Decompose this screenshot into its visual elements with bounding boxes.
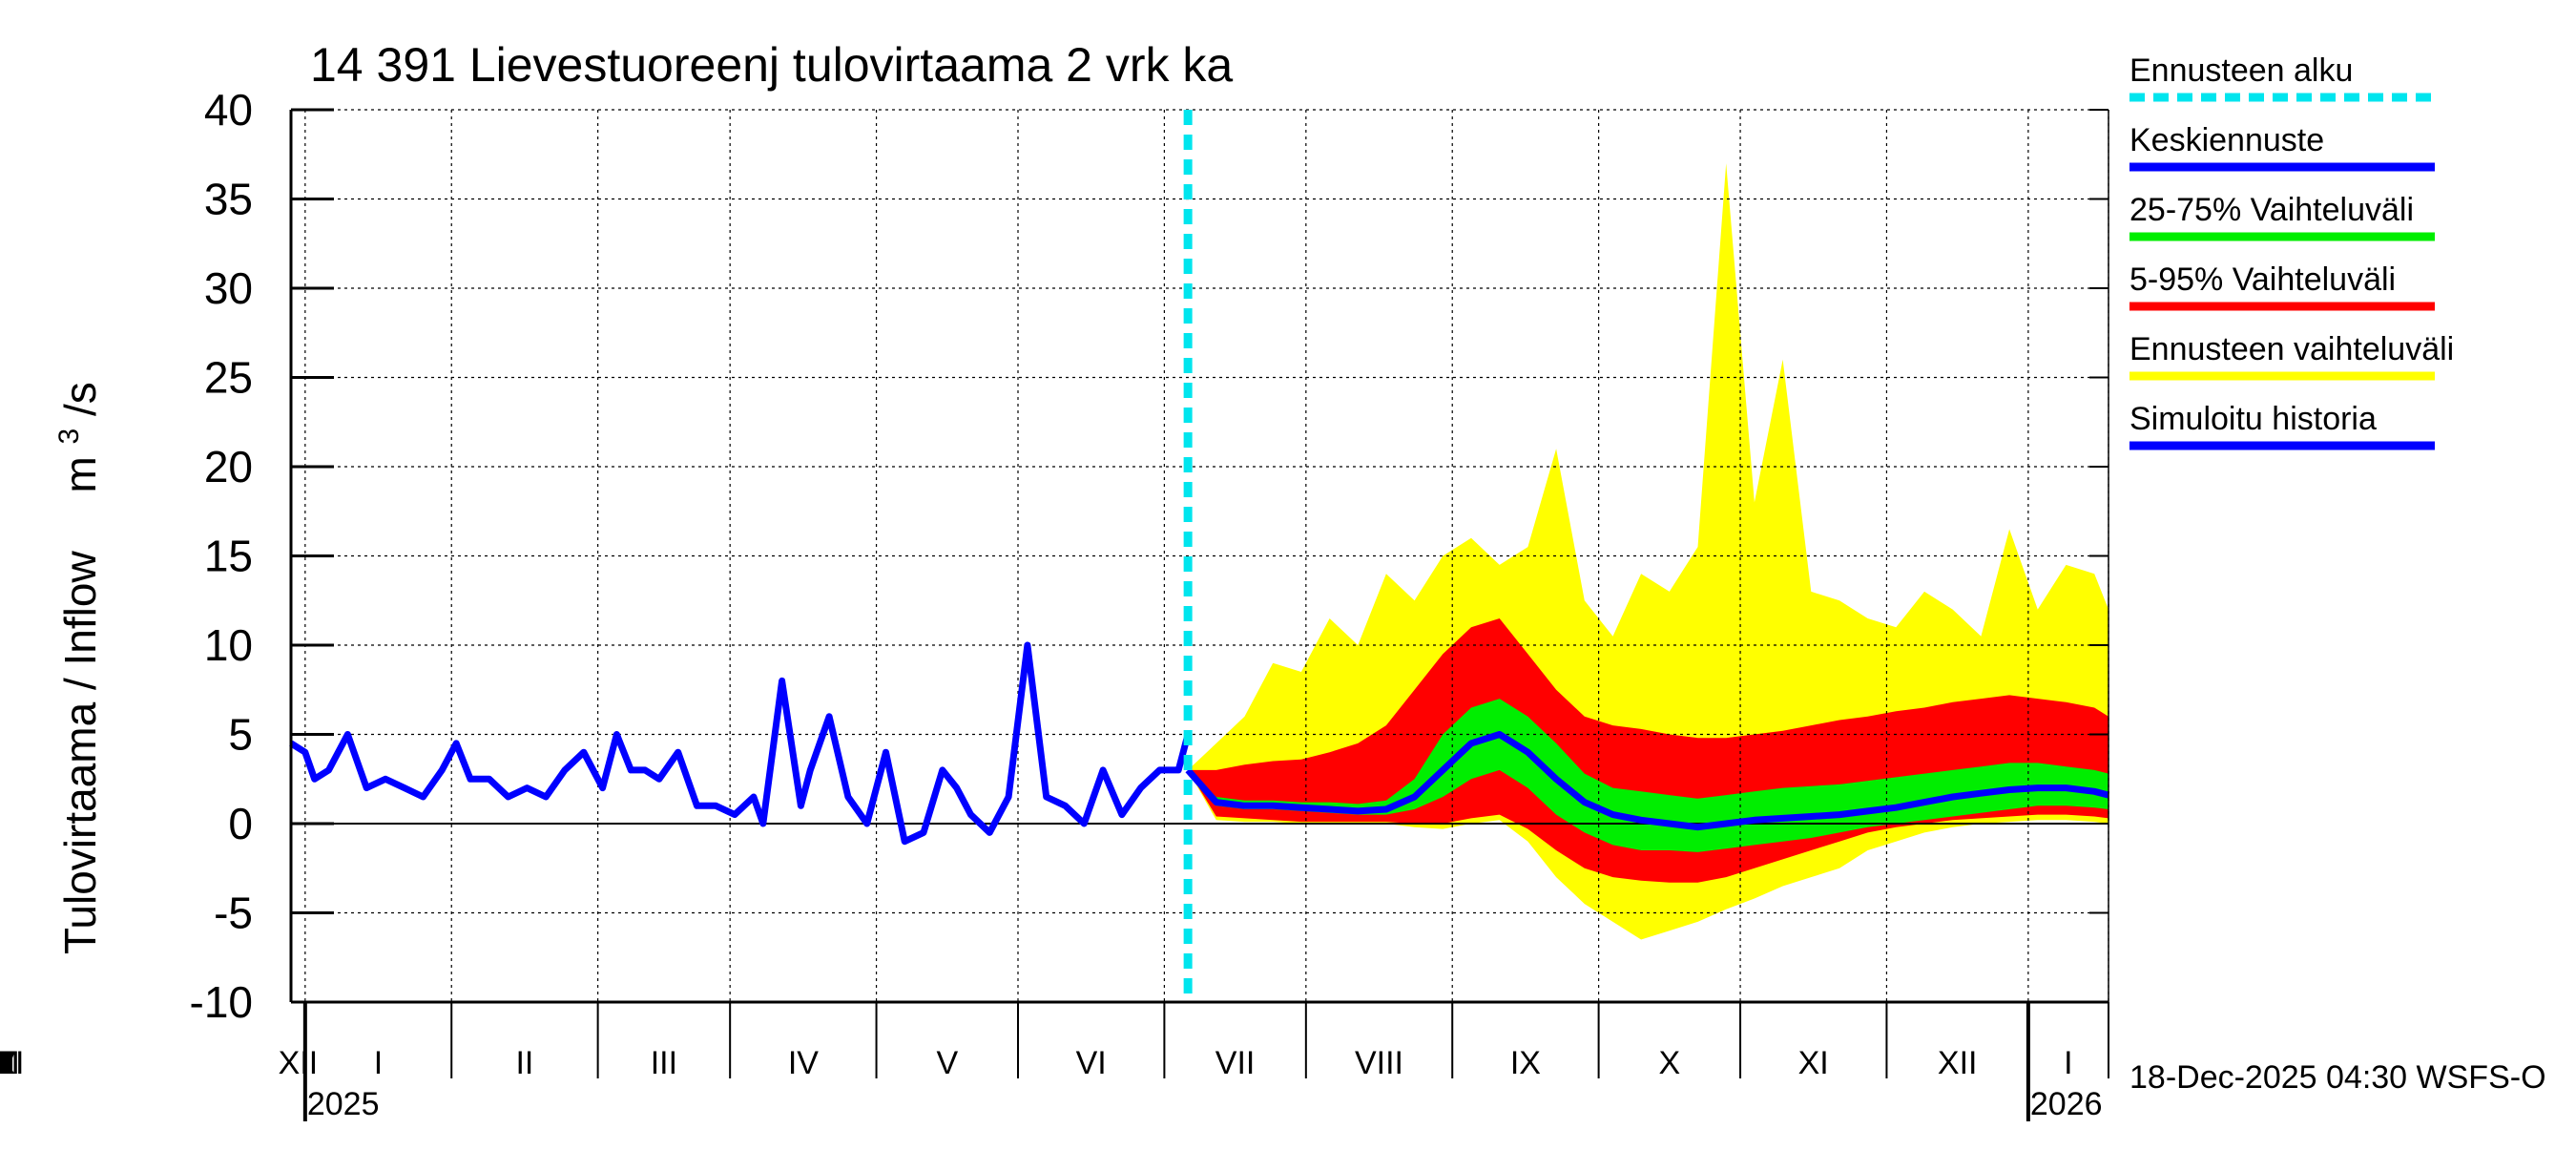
legend-label: Simuloitu historia	[2129, 401, 2377, 437]
month-label: IV	[0, 1045, 15, 1081]
y-tick-labels: -10 -5 0 5 10 15 20 25 30 35 40	[190, 85, 253, 1027]
month-labels: XIIIIIIIIIVVVIVIIVIIIIXXXIXIIIIIIIIIVVVI…	[0, 1045, 2073, 1081]
month-label: XI	[1798, 1045, 1829, 1081]
y-tick-label: -10	[190, 977, 253, 1027]
month-label: XI	[0, 1045, 15, 1081]
plot-frame	[289, 108, 2109, 1121]
chart-title: 14 391 Lievestuoreenj tulovirtaama 2 vrk…	[310, 38, 1233, 92]
month-label: XII	[279, 1045, 319, 1081]
month-label: II	[0, 1045, 9, 1081]
month-label: VIII	[1355, 1045, 1403, 1081]
legend-label: 5-95% Vaihteluväli	[2129, 261, 2396, 298]
legend-label: Keskiennuste	[2129, 122, 2324, 158]
month-label: X	[1658, 1045, 1680, 1081]
y-tick-label: 20	[204, 442, 253, 491]
month-label: X	[0, 1045, 10, 1081]
month-label: V	[0, 1045, 11, 1081]
y-tick-label: 15	[204, 532, 253, 581]
month-label: IX	[0, 1045, 15, 1081]
y-tick-label: -5	[214, 889, 253, 938]
month-label: VI	[1076, 1045, 1107, 1081]
forecast-bands	[1188, 163, 2109, 940]
legend: Ennusteen alku Keskiennuste 25-75% Vaihtel…	[2129, 52, 2454, 450]
month-label: III	[651, 1045, 677, 1081]
y-axis-label: Tulovirtaama / Inflow m 3 /s	[38, 382, 105, 954]
y-tick-label: 10	[204, 620, 253, 670]
month-label: XII	[1938, 1045, 1978, 1081]
series-simulated-history	[289, 641, 1192, 846]
y-tick-label: 25	[204, 353, 253, 403]
month-label: XII	[0, 1045, 20, 1081]
month-label: I	[2064, 1045, 2072, 1081]
year-label: 2026	[2030, 1086, 2103, 1122]
legend-label: Ennusteen alku	[2129, 52, 2353, 89]
month-label: VIII	[0, 1045, 25, 1081]
y-tick-label: 5	[228, 710, 253, 760]
legend-label: Ennusteen vaihteluväli	[2129, 331, 2454, 367]
month-label: VI	[0, 1045, 15, 1081]
svg-text:Tulovirtaama / Inflow m: Tulovirtaama / Inflow m 3 /s	[38, 382, 105, 954]
y-axis-label-text: Tulovirtaama / Inflow	[55, 551, 105, 954]
month-label: III	[0, 1045, 13, 1081]
y-axis-unit-base: m	[55, 456, 105, 492]
year-label: 2025	[307, 1086, 380, 1122]
series-lines	[289, 110, 2109, 1002]
month-label: IV	[788, 1045, 819, 1081]
y-axis-unit-tail: /s	[55, 382, 105, 416]
month-label: II	[515, 1045, 533, 1081]
legend-label: 25-75% Vaihteluväli	[2129, 192, 2414, 228]
month-label: VII	[0, 1045, 20, 1081]
y-tick-label: 40	[204, 85, 253, 135]
month-label: IX	[1510, 1045, 1541, 1081]
year-labels: 2025 2026	[307, 1086, 2103, 1122]
month-label: VII	[1215, 1045, 1256, 1081]
month-label: V	[936, 1045, 958, 1081]
y-axis-unit-sup: 3	[53, 429, 85, 445]
y-tick-label: 30	[204, 263, 253, 313]
y-tick-label: 0	[228, 799, 253, 848]
month-label: I	[374, 1045, 383, 1081]
timestamp-label: 18-Dec-2025 04:30 WSFS-O	[2129, 1059, 2546, 1096]
band-25-75	[1188, 699, 2109, 852]
y-tick-label: 35	[204, 175, 253, 224]
series-median-forecast	[1185, 731, 2109, 831]
